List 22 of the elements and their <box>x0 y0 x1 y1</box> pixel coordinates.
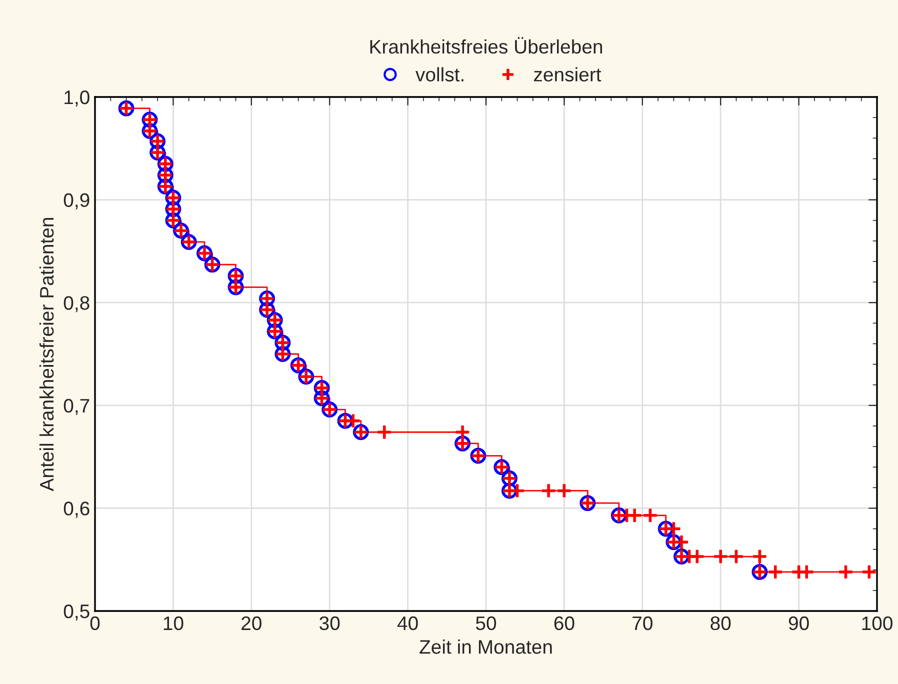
y-axis-title: Anteil krankheitsfreier Patienten <box>39 218 54 492</box>
x-tick-label: 90 <box>788 616 809 630</box>
x-tick-label: 50 <box>476 616 496 630</box>
x-tick-label: 10 <box>164 616 184 630</box>
y-tick-label: 0,8 <box>64 296 90 312</box>
x-tick-label: 70 <box>632 616 652 630</box>
x-tick-label: 60 <box>554 616 574 630</box>
x-tick-label: 80 <box>710 616 731 630</box>
x-tick-label: 40 <box>397 616 418 630</box>
chart-title: Krankheitsfreies Überleben <box>370 37 602 54</box>
y-tick-label: 0,7 <box>64 398 90 415</box>
x-tick-label: 0 <box>90 616 100 630</box>
x-tick-label: 30 <box>320 616 340 630</box>
y-tick-label: 0,5 <box>64 604 90 621</box>
y-tick-label: 0,9 <box>64 193 90 210</box>
x-tick-label: 100 <box>862 616 892 630</box>
legend-label: vollst. <box>416 67 464 82</box>
y-tick-label: 0,6 <box>64 502 90 518</box>
x-axis-title: Zeit in Monaten <box>420 640 552 654</box>
y-tick-label: 1,0 <box>64 90 90 107</box>
legend-label: zensiert <box>534 67 602 82</box>
x-tick-label: 20 <box>242 616 262 630</box>
